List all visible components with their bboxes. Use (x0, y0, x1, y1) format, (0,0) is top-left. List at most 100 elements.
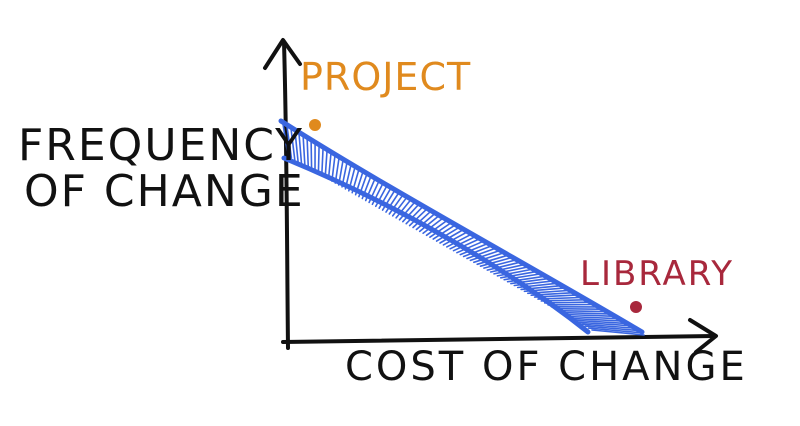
hatch-line (408, 207, 429, 227)
hatch-line (530, 291, 573, 297)
hatch-line (368, 179, 381, 204)
hatch-line (516, 282, 557, 289)
hatch-line (486, 261, 521, 271)
hatch-line (567, 315, 617, 320)
hatch-line (415, 212, 437, 231)
hatch-line (317, 144, 320, 175)
hatch-line (341, 160, 349, 188)
hatch-line (361, 174, 373, 200)
y-axis-label-line1: FREQUENCY (18, 120, 304, 171)
hatch-line (310, 139, 313, 171)
hatch-line (385, 191, 401, 213)
hatch-line (439, 228, 465, 244)
hatch-line (294, 130, 299, 163)
band-hatching (282, 123, 645, 336)
hatch-line (537, 296, 581, 300)
hatch-line (510, 277, 549, 285)
hatch-line (347, 165, 357, 192)
hatch-line (533, 294, 577, 298)
band-bottom-edge (281, 155, 591, 335)
hatch-line (327, 151, 332, 180)
trend-band (278, 118, 645, 336)
hatch-line (499, 270, 537, 279)
hatch-line (290, 127, 296, 161)
hatch-line (574, 319, 625, 325)
hatch-line (432, 224, 457, 240)
y-axis (282, 40, 290, 350)
hatch-line (351, 167, 361, 194)
hatch-line (364, 177, 377, 202)
hatch-line (489, 263, 525, 273)
hatch-line (496, 268, 533, 277)
hatch-line (331, 153, 336, 182)
hatch-line (354, 170, 365, 196)
hatch-line (378, 186, 393, 209)
hatch-line (456, 240, 485, 254)
hatch-line (540, 298, 585, 302)
hatch-line (401, 202, 421, 223)
x-axis-label: COST OF CHANGE (345, 344, 748, 390)
hatch-line (320, 146, 324, 177)
hatch-line (302, 134, 306, 167)
y-axis-label-line2: OF CHANGE (24, 166, 305, 217)
hatch-line (526, 289, 569, 295)
hatch-line (570, 317, 621, 322)
hatch-line (445, 233, 473, 248)
hatch-line (479, 256, 513, 268)
hatch-line (493, 266, 529, 275)
project-label: PROJECT (300, 55, 471, 99)
hatch-line (449, 235, 477, 250)
hatch-line (513, 280, 553, 287)
y-axis-arrowhead (263, 38, 302, 70)
hatch-line (466, 247, 497, 260)
hatch-line (452, 238, 481, 252)
hatch-line (506, 275, 545, 283)
library-point (630, 301, 642, 313)
band-top-edge (278, 118, 645, 335)
hatch-line (442, 231, 469, 246)
hatch-line (418, 214, 441, 233)
hatch-line (358, 172, 369, 198)
hatch-line (543, 301, 589, 304)
hatch-line (553, 307, 601, 311)
x-axis (281, 334, 716, 344)
hatch-line (557, 309, 605, 313)
hatch-line (391, 195, 409, 217)
hatch-line (324, 149, 328, 179)
hatch-line (503, 273, 541, 281)
hatch-line (584, 325, 637, 332)
hatch-line (282, 123, 289, 157)
hatch-line (523, 287, 565, 293)
hatch-line (591, 329, 645, 336)
hatch-line (429, 221, 453, 238)
hatch-line (374, 184, 389, 208)
hatch-line (435, 226, 461, 242)
hatch-line (286, 125, 293, 159)
hatch-line (398, 200, 417, 221)
hatch-line (564, 313, 613, 318)
hatch-line (412, 209, 433, 229)
hatch-line (388, 193, 405, 215)
hatch-line (381, 188, 397, 211)
hatch-line (298, 132, 303, 165)
hatch-line (577, 321, 629, 327)
hatch-line (337, 158, 345, 186)
hatch-line (462, 245, 493, 258)
x-axis-arrowhead (688, 318, 718, 354)
hatch-line (560, 311, 609, 315)
library-label: LIBRARY (580, 254, 734, 294)
hatch-line (425, 219, 449, 237)
hatch-line (476, 254, 509, 266)
hatch-line (395, 198, 413, 219)
hatch-line (483, 259, 517, 269)
hatch-line (587, 327, 641, 334)
hatch-line (344, 163, 353, 190)
hatch-line (459, 242, 489, 256)
hatch-line (422, 217, 445, 235)
hatch-line (469, 249, 501, 262)
hatch-line (405, 205, 425, 225)
hatch-line (472, 252, 505, 264)
hatch-line (334, 156, 341, 184)
hatch-line (306, 137, 310, 169)
